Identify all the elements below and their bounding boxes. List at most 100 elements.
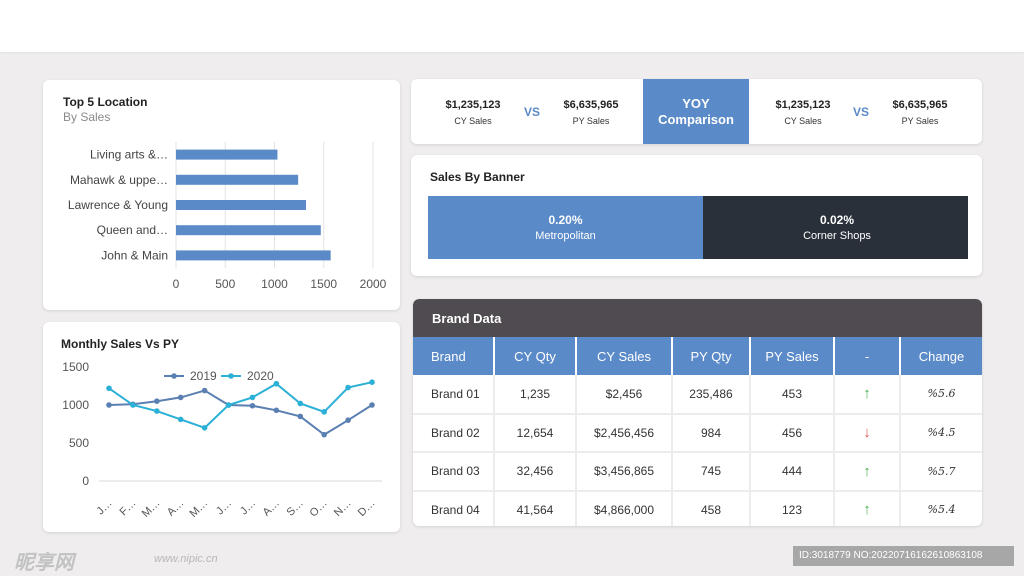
bar — [176, 225, 321, 236]
cell-change: %5.6 — [900, 375, 982, 415]
table-row[interactable]: Brand 03 32,456 $3,456,865 745 444 ↑ %5.… — [413, 452, 982, 492]
month-label: M… — [188, 497, 211, 520]
right-py-value: $6,635,965 — [892, 99, 948, 111]
bar — [176, 174, 299, 185]
cell-brand: Brand 03 — [413, 452, 495, 492]
banner-segment-metropolitan[interactable]: 0.20% Metropolitan — [428, 196, 703, 259]
sales-by-banner-card: Sales By Banner 0.20% Metropolitan 0.02%… — [411, 155, 982, 276]
col-brand[interactable]: Brand — [413, 337, 495, 375]
arrow-up-icon: ↑ — [834, 490, 901, 526]
right-vs: VS — [853, 105, 870, 119]
data-point — [177, 416, 184, 423]
monthly-sales-card: Monthly Sales Vs PY 1500 1000 500 0 J… F… M… A…… — [43, 322, 400, 532]
col-py-sales[interactable]: PY Sales — [750, 337, 835, 375]
table-row[interactable]: Brand 01 1,235 $2,456 235,486 453 ↑ %5.6 — [413, 375, 982, 415]
cell-cy-sales: $2,456 — [576, 375, 673, 415]
x-tick-label: 1000 — [261, 277, 288, 291]
yoy-line2: Comparison — [658, 112, 734, 127]
legend-marker — [228, 373, 234, 379]
data-point — [321, 431, 327, 438]
left-vs: VS — [524, 105, 541, 119]
col-cy-sales[interactable]: CY Sales — [576, 337, 673, 375]
top5-title: Top 5 Location — [63, 95, 148, 109]
cell-py-sales: 444 — [750, 452, 835, 492]
cell-brand: Brand 04 — [413, 490, 495, 526]
table-row[interactable]: Brand 02 12,654 $2,456,456 984 456 ↓ %4.… — [413, 413, 982, 453]
brand-table-header: Brand CY Qty CY Sales PY Qty PY Sales - … — [413, 337, 982, 375]
cell-brand: Brand 02 — [413, 413, 495, 453]
data-point — [249, 394, 256, 401]
month-label: F… — [118, 497, 139, 518]
cell-cy-sales: $3,456,865 — [576, 452, 673, 492]
data-point — [297, 413, 304, 420]
right-cy-label: CY Sales — [784, 116, 822, 126]
banner-title: Sales By Banner — [430, 170, 525, 184]
cell-brand: Brand 01 — [413, 375, 495, 415]
cell-change: %5.4 — [900, 490, 982, 526]
data-point — [273, 380, 280, 387]
data-point — [273, 407, 280, 414]
month-label: N… — [332, 497, 354, 519]
left-py-value: $6,635,965 — [563, 99, 619, 111]
data-point — [225, 402, 232, 408]
data-point — [154, 408, 160, 414]
brand-data-card: Brand Data Brand CY Qty CY Sales PY Qty … — [413, 299, 982, 526]
x-tick-label: 1500 — [310, 277, 337, 291]
col-cy-qty[interactable]: CY Qty — [494, 337, 577, 375]
data-point — [345, 384, 351, 391]
data-point — [106, 385, 112, 392]
data-point — [201, 387, 208, 394]
x-tick-label: 2000 — [360, 277, 387, 291]
category-label: John & Main — [101, 248, 168, 262]
data-point — [201, 425, 208, 431]
corner-shops-pct: 0.02% — [819, 213, 855, 227]
corner-shops-label: Corner Shops — [803, 230, 871, 242]
cell-cy-qty: 12,654 — [494, 413, 577, 453]
col-change[interactable]: Change — [900, 337, 982, 375]
bar — [176, 250, 331, 261]
data-point — [249, 402, 256, 409]
bar — [176, 149, 278, 160]
watermark-logo: 昵享网 — [14, 552, 74, 574]
data-point — [106, 402, 112, 408]
table-row[interactable]: Brand 04 41,564 $4,866,000 458 123 ↑ %5.… — [413, 490, 982, 526]
left-py-label: PY Sales — [572, 116, 610, 126]
legend-label: 2020 — [247, 369, 274, 383]
cell-py-sales: 123 — [750, 490, 835, 526]
data-point — [321, 409, 327, 415]
banner-segment-corner-shops[interactable]: 0.02% Corner Shops — [703, 196, 968, 259]
arrow-up-icon: ↑ — [834, 452, 901, 492]
month-label: A… — [165, 497, 186, 518]
cell-py-sales: 453 — [750, 375, 835, 415]
data-point — [177, 394, 184, 401]
top-header-bar — [0, 0, 1024, 52]
month-label: J… — [238, 497, 258, 517]
watermark-url: www.nipic.cn — [154, 553, 218, 565]
month-label: A… — [261, 497, 282, 518]
data-point — [154, 398, 160, 404]
top5-subtitle: By Sales — [63, 110, 111, 124]
data-point — [130, 402, 136, 408]
bar — [176, 200, 307, 210]
cell-change: %4.5 — [900, 413, 982, 453]
category-label: Mahawk & uppe… — [70, 173, 168, 187]
y-tick-label: 500 — [69, 436, 89, 450]
data-point — [345, 417, 351, 423]
yoy-comparison-button[interactable]: YOY Comparison — [643, 79, 749, 144]
cell-cy-sales: $4,866,000 — [576, 490, 673, 526]
right-py-label: PY Sales — [901, 116, 939, 126]
cell-py-qty: 235,486 — [672, 375, 751, 415]
data-point — [297, 400, 304, 407]
col-py-qty[interactable]: PY Qty — [672, 337, 751, 375]
arrow-up-icon: ↑ — [834, 375, 901, 415]
yoy-line1: YOY — [682, 96, 710, 111]
data-point — [369, 402, 375, 408]
month-label: D… — [356, 497, 378, 519]
top5-location-card: Top 5 Location By Sales 0 500 1000 1500 2000… — [43, 80, 400, 310]
col-trend[interactable]: - — [834, 337, 901, 375]
category-label: Queen and… — [97, 223, 168, 237]
cell-py-qty: 984 — [672, 413, 751, 453]
category-label: Lawrence & Young — [68, 198, 168, 212]
left-cy-value: $1,235,123 — [445, 99, 501, 111]
